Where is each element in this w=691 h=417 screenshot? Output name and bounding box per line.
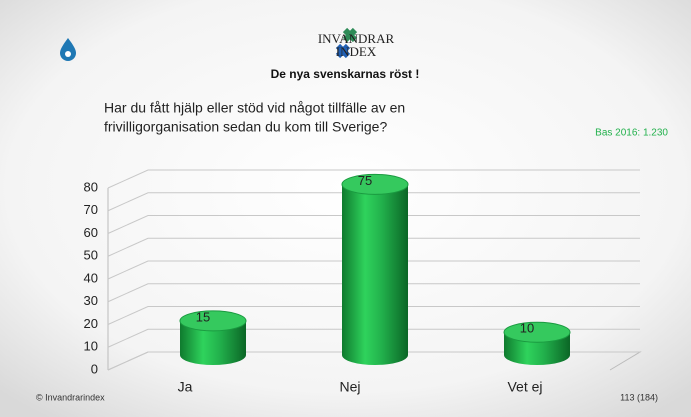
value-label: 75 [358,173,372,188]
grid-line [107,215,640,234]
bar [179,310,247,365]
copyright: © Invandrarindex [36,392,105,402]
base-note: Bas 2016: 1.230 [595,128,668,139]
y-tick-label: 80 [84,179,98,194]
bar [341,173,409,365]
bar [503,321,571,365]
y-tick-label: 10 [84,339,98,354]
grid-line [107,260,640,280]
y-tick-label: 50 [84,248,98,263]
grid-line [107,328,640,348]
logo-text: INDEX [336,44,377,59]
y-tick-label: 0 [91,361,98,376]
page-number: 113 (184) [620,392,658,402]
logo-text: INVANDRAR [318,31,395,46]
left-logo [60,38,76,61]
x-tick-label: Nej [339,379,360,395]
x-tick-label: Ja [178,379,193,395]
cylinder-top [503,321,571,343]
index-logo: INVANDRAR INDEX [318,27,395,59]
y-tick-label: 20 [84,316,98,331]
subtitle: De nya svenskarnas röst ! [271,67,420,81]
grid-line [107,169,640,189]
grid-line [107,351,640,371]
grid-line [107,306,640,325]
value-label: 15 [196,309,210,324]
y-tick-label: 30 [84,293,98,308]
cylinder-top [341,173,409,195]
value-label: 10 [520,321,534,336]
y-tick-label: 60 [84,225,98,240]
question: Har du fått hjälp eller stöd vid något t… [104,100,405,116]
x-tick-label: Vet ej [507,379,542,395]
cylinder [342,184,408,365]
question: frivilligorganisation sedan du kom till … [104,119,387,135]
cylinder-top [179,310,247,332]
grid-line [107,192,640,212]
grid-line [107,283,640,303]
grid-line [107,237,640,257]
y-tick-label: 40 [84,270,98,285]
cylinder [180,320,246,365]
y-tick-label: 70 [84,202,98,217]
